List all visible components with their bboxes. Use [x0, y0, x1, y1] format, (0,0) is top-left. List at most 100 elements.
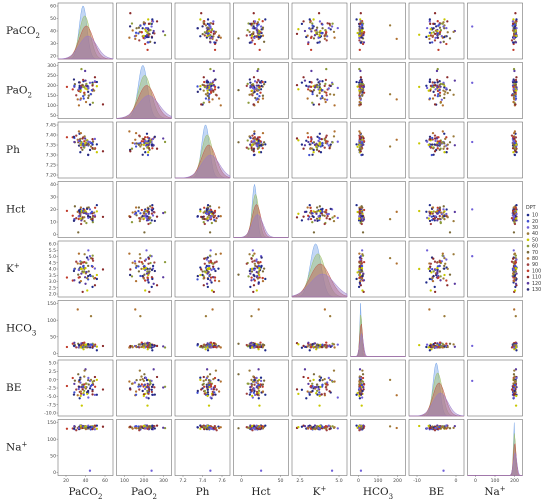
data-point: [361, 27, 364, 30]
data-point: [356, 31, 359, 35]
data-point: [359, 150, 362, 153]
data-point: [87, 249, 90, 252]
data-point: [429, 265, 432, 268]
data-point: [318, 143, 321, 146]
data-point: [140, 31, 143, 34]
data-point: [86, 276, 89, 280]
data-point: [79, 206, 83, 209]
data-point: [82, 95, 85, 98]
data-point: [329, 378, 332, 382]
data-point: [209, 249, 212, 252]
data-point: [253, 268, 256, 272]
y-tick-label: 7.40: [46, 133, 56, 139]
data-point: [208, 383, 211, 387]
panel-Hct-vs-BE: [408, 181, 465, 238]
data-point: [313, 424, 317, 427]
data-point: [438, 270, 442, 273]
panel-frame: [291, 300, 348, 357]
data-point: [90, 425, 94, 429]
data-point: [297, 212, 300, 215]
y-tick-label: 0: [53, 351, 56, 357]
data-point: [147, 22, 151, 25]
data-point: [95, 85, 98, 88]
data-point: [250, 279, 253, 282]
data-point: [309, 136, 313, 139]
data-point: [359, 279, 362, 283]
data-point: [314, 211, 317, 214]
panel-Ph-vs-Ph: [174, 121, 231, 179]
data-point: [311, 22, 314, 25]
data-point: [429, 34, 433, 37]
data-point: [148, 148, 151, 151]
data-point: [433, 12, 437, 15]
data-point: [149, 141, 152, 144]
data-point: [321, 144, 324, 147]
data-point: [321, 425, 324, 429]
data-point: [199, 266, 202, 269]
data-point: [443, 257, 446, 260]
data-point: [196, 389, 199, 393]
data-point: [261, 425, 264, 428]
data-point: [95, 80, 98, 84]
data-point: [358, 387, 361, 391]
data-point: [261, 279, 265, 283]
panel-frame: [116, 121, 172, 179]
data-point: [151, 349, 154, 352]
data-point: [315, 146, 319, 149]
data-point: [87, 153, 90, 156]
data-point: [84, 79, 87, 82]
data-point: [358, 89, 361, 92]
data-point: [215, 217, 218, 220]
data-point: [217, 97, 221, 100]
data-point: [210, 268, 213, 272]
data-point: [215, 260, 218, 263]
data-point: [79, 267, 82, 270]
panel-frame: [174, 62, 231, 119]
data-point: [358, 424, 361, 428]
data-point: [295, 388, 299, 391]
panel-HCO3-vs-BE: [408, 300, 465, 357]
data-point: [261, 383, 265, 386]
data-point: [91, 84, 94, 87]
data-point: [208, 100, 211, 104]
data-point: [82, 393, 85, 396]
panel-frame: [350, 181, 406, 238]
y-tick-label: 4.5: [49, 260, 56, 266]
data-point: [149, 28, 152, 32]
data-point: [196, 278, 199, 281]
data-point: [207, 212, 210, 215]
data-point: [514, 404, 518, 407]
panel-frame: [408, 300, 465, 357]
panel-frame: [116, 181, 172, 238]
data-point: [317, 150, 321, 153]
data-point: [140, 143, 143, 146]
data-point: [444, 90, 447, 93]
data-point: [443, 218, 446, 221]
data-point: [514, 277, 517, 280]
data-point: [206, 26, 209, 29]
panel-Na-vs-PaO2: 100 200 300: [116, 419, 172, 484]
data-point: [83, 135, 86, 138]
panel-frame: [350, 359, 406, 417]
data-point: [445, 42, 448, 46]
data-point: [332, 30, 336, 34]
data-point: [428, 78, 432, 81]
data-point: [452, 135, 455, 138]
data-point: [90, 383, 94, 387]
data-point: [206, 267, 209, 270]
data-point: [332, 135, 336, 138]
data-point: [313, 342, 317, 345]
data-point: [428, 20, 431, 23]
column-label-BE: BE: [429, 486, 444, 498]
data-point: [209, 341, 213, 344]
data-point: [320, 32, 324, 35]
panel-Hct-vs-Ph: [174, 181, 231, 238]
data-point: [149, 139, 152, 142]
data-point: [201, 83, 204, 86]
data-point: [358, 148, 361, 151]
data-point: [515, 34, 518, 38]
data-point: [129, 425, 132, 428]
data-point: [321, 27, 324, 30]
data-point: [93, 206, 97, 209]
data-point: [325, 388, 328, 391]
